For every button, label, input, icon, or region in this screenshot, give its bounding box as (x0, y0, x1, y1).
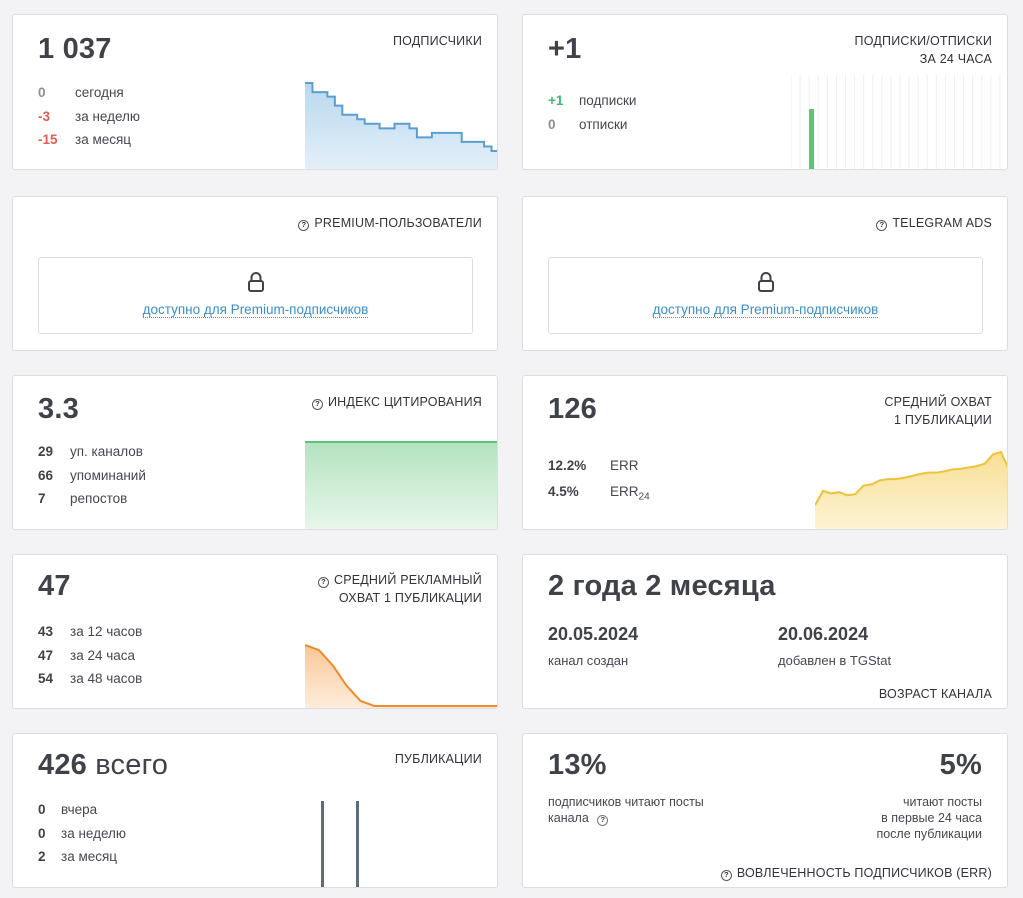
created-date: 20.05.2024 (548, 624, 639, 644)
premium-link[interactable]: доступно для Premium-подписчиков (142, 302, 369, 318)
stat-row: 2 за месяц (38, 849, 118, 864)
citation-chart[interactable] (305, 438, 498, 530)
help-icon[interactable]: ? (876, 220, 888, 231)
chart-bar (321, 801, 324, 887)
chart-bar (809, 109, 814, 169)
help-icon[interactable]: ? (720, 870, 732, 881)
chart-line (305, 82, 497, 152)
age-value: 2 года 2 месяца (548, 570, 776, 602)
stat-row: 0 сегодня (38, 85, 124, 100)
premium-title: ? PREMIUM-ПОЛЬЗОВАТЕЛИ (298, 214, 482, 232)
subs24-chart[interactable] (791, 75, 1008, 170)
adreach-title: ? СРЕДНИЙ РЕКЛАМНЫЙ ОХВАТ 1 ПУБЛИКАЦИИ (317, 571, 482, 607)
age-card[interactable]: 2 года 2 месяца 20.05.2024 канал создан … (522, 554, 1008, 709)
engagement-right-value: 5% (939, 749, 982, 781)
err-row: 12.2% ERR (548, 458, 639, 473)
reach-card[interactable]: 126 СРЕДНИЙ ОХВАТ 1 ПУБЛИКАЦИИ 12.2% ERR 4… (522, 375, 1008, 530)
stat-row: 47 за 24 часа (38, 648, 136, 663)
subscribers-count: 1 037 (38, 33, 112, 65)
posts-chart[interactable] (305, 794, 498, 888)
err24-row: 4.5% ERR24 (548, 484, 650, 503)
help-icon[interactable]: ? (317, 577, 329, 588)
adreach-value: 47 (38, 570, 71, 602)
adreach-chart[interactable] (305, 639, 498, 709)
engagement-card[interactable]: 13% подписчиков читают посты канала ? 5% … (522, 733, 1008, 888)
reach-title: СРЕДНИЙ ОХВАТ 1 ПУБЛИКАЦИИ (884, 395, 992, 427)
posts-card[interactable]: 426 всего ПУБЛИКАЦИИ 0 вчера 0 за неделю 2… (12, 733, 498, 888)
stat-row: 54 за 48 часов (38, 671, 143, 686)
ads-title: ? TELEGRAM ADS (876, 214, 992, 232)
stat-row: 7 репостов (38, 491, 128, 506)
citation-value: 3.3 (38, 393, 79, 425)
citation-card[interactable]: 3.3 ? ИНДЕКС ЦИТИРОВАНИЯ 29 уп. каналов 66… (12, 375, 498, 530)
subs24-card[interactable]: +1 ПОДПИСКИ/ОТПИСКИ ЗА 24 ЧАСА +1 подписки… (522, 14, 1008, 170)
ads-card[interactable]: ? TELEGRAM ADS доступно для Premium-подпи… (522, 196, 1008, 351)
subs24-count: +1 (548, 33, 582, 65)
chart-area (305, 645, 497, 708)
citation-title: ? ИНДЕКС ЦИТИРОВАНИЯ (312, 393, 482, 411)
help-icon[interactable]: ? (312, 399, 323, 410)
adreach-card[interactable]: 47 ? СРЕДНИЙ РЕКЛАМНЫЙ ОХВАТ 1 ПУБЛИКАЦИИ … (12, 554, 498, 709)
stat-row: 66 упоминаний (38, 468, 146, 483)
stat-row: -3 за неделю (38, 109, 141, 124)
subs24-title: ПОДПИСКИ/ОТПИСКИ ЗА 24 ЧАСА (854, 34, 992, 66)
stat-row: 43 за 12 часов (38, 624, 143, 639)
stat-row: +1 подписки (548, 93, 637, 108)
reach-value: 126 (548, 393, 597, 425)
ads-locked-box: доступно для Premium-подписчиков (548, 257, 983, 334)
stat-row: 29 уп. каналов (38, 444, 143, 459)
lock-icon (247, 272, 264, 292)
chart-area (305, 83, 497, 169)
lock-icon (757, 272, 774, 292)
chart-area (815, 451, 1007, 529)
engagement-left-label: подписчиков читают посты канала ? (548, 795, 704, 826)
premium-card[interactable]: ? PREMIUM-ПОЛЬЗОВАТЕЛИ доступно для Premi… (12, 196, 498, 351)
chart-area (305, 442, 497, 529)
engagement-title: ? ВОВЛЕЧЕННОСТЬ ПОДПИСЧИКОВ (ERR) (720, 864, 992, 882)
added-date: 20.06.2024 (778, 624, 869, 644)
posts-value: 426 всего (38, 749, 169, 781)
subscribers-card[interactable]: 1 037 ПОДПИСЧИКИ 0 сегодня -3 за неделю -1… (12, 14, 498, 170)
stat-row: 0 за неделю (38, 826, 127, 841)
reach-chart[interactable] (815, 446, 1008, 530)
engagement-left-value: 13% (548, 749, 607, 781)
stat-row: 0 вчера (38, 802, 98, 817)
added-label: добавлен в TGStat (778, 653, 892, 668)
stat-row: -15 за месяц (38, 132, 132, 147)
engagement-right-label: читают посты в первые 24 часа после публик… (876, 795, 982, 841)
age-title: ВОЗРАСТ КАНАЛА (878, 687, 992, 701)
created-label: канал создан (548, 653, 629, 668)
help-icon[interactable]: ? (298, 220, 310, 231)
chart-bar (356, 801, 359, 887)
posts-title: ПУБЛИКАЦИИ (394, 752, 482, 766)
premium-locked-box: доступно для Premium-подписчиков (38, 257, 473, 334)
stat-row: 0 отписки (548, 117, 628, 132)
subscribers-chart[interactable] (305, 77, 498, 170)
help-icon[interactable]: ? (597, 815, 609, 826)
ads-link[interactable]: доступно для Premium-подписчиков (652, 302, 879, 318)
subscribers-title: ПОДПИСЧИКИ (392, 34, 482, 48)
